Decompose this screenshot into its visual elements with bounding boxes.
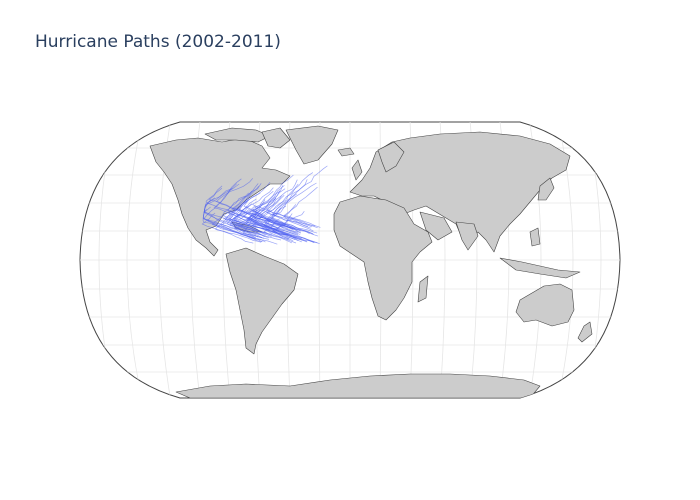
hurricane-track[interactable] <box>258 211 301 234</box>
arabian-peninsula <box>419 211 453 241</box>
hurricane-tracks[interactable] <box>201 165 328 245</box>
hurricane-track[interactable] <box>252 195 282 228</box>
hurricane-track[interactable] <box>250 190 307 242</box>
hurricane-track[interactable] <box>253 174 314 232</box>
hurricane-track[interactable] <box>271 182 317 235</box>
hurricane-track[interactable] <box>201 218 262 243</box>
new-zealand <box>577 321 593 343</box>
british-isles <box>351 159 363 181</box>
north-america[interactable] <box>149 137 291 257</box>
greenland[interactable] <box>285 125 339 165</box>
scandinavia <box>377 141 405 173</box>
chart-title: Hurricane Paths (2002-2011) <box>35 32 281 52</box>
hurricane-track[interactable] <box>246 209 296 240</box>
hurricane-track[interactable] <box>207 212 266 243</box>
hurricane-track[interactable] <box>271 179 314 235</box>
arctic-islands <box>204 127 271 143</box>
indonesia <box>499 257 581 279</box>
africa[interactable] <box>333 195 433 321</box>
hurricane-track[interactable] <box>254 185 297 230</box>
hurricane-track[interactable] <box>235 203 288 236</box>
hurricane-track[interactable] <box>263 218 293 244</box>
hurricane-track[interactable] <box>283 186 321 228</box>
south-america[interactable] <box>225 247 299 355</box>
india <box>455 221 479 251</box>
hurricane-track[interactable] <box>224 185 269 239</box>
landmasses <box>149 125 593 398</box>
japan <box>537 177 555 201</box>
hurricane-track[interactable] <box>265 179 316 227</box>
hurricane-track[interactable] <box>263 193 318 244</box>
australia[interactable] <box>515 283 575 327</box>
madagascar <box>417 275 429 303</box>
hurricane-track[interactable] <box>203 183 261 236</box>
philippines <box>529 227 541 247</box>
hurricane-track[interactable] <box>243 181 319 237</box>
eurasia[interactable] <box>349 131 571 253</box>
hurricane-track[interactable] <box>205 185 279 229</box>
hurricane-track[interactable] <box>283 204 318 229</box>
hurricane-track[interactable] <box>211 190 263 243</box>
hurricane-track[interactable] <box>245 188 302 243</box>
baffin-island <box>261 127 291 149</box>
hurricane-track[interactable] <box>266 195 311 229</box>
iceland <box>337 147 355 157</box>
hurricane-track[interactable] <box>222 183 290 240</box>
